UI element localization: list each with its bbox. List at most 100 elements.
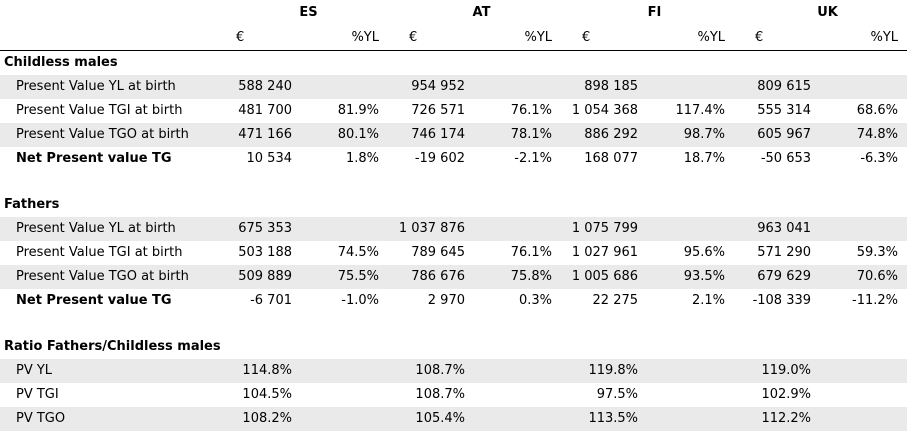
value-cell-euro: 119.0% — [741, 359, 818, 383]
value-cell-percent: 74.8% — [817, 123, 907, 147]
value-cell-percent: 70.6% — [817, 265, 907, 289]
value-cell-percent: 2.1% — [691, 293, 726, 308]
section-header-row: Childless males — [0, 51, 907, 76]
row-label: PV TGI — [16, 387, 59, 402]
unit-euro: € — [395, 26, 471, 51]
value-cell-euro: 168 077 — [584, 151, 639, 166]
value-cell-euro: 1 075 799 — [568, 217, 645, 241]
value-cell-euro: 726 571 — [411, 103, 465, 118]
value-cell-euro: 746 174 — [395, 123, 471, 147]
value-cell-euro: 471 166 — [222, 123, 298, 147]
value-cell-euro: 10 534 — [246, 151, 293, 166]
value-cell-percent: 78.1% — [471, 123, 569, 147]
value-cell-euro: 898 185 — [568, 75, 645, 99]
value-cell-percent — [471, 407, 569, 431]
section-title: Fathers — [4, 197, 60, 212]
section-title: Ratio Fathers/Childless males — [4, 339, 221, 354]
value-cell-percent — [644, 75, 742, 99]
value-cell-euro: 503 188 — [238, 245, 292, 260]
row-label: PV YL — [0, 359, 222, 383]
unit-header-row: € %YL € %YL € %YL € %YL — [0, 26, 907, 51]
value-cell-euro: 119.8% — [568, 359, 645, 383]
value-cell-euro: 679 629 — [741, 265, 818, 289]
value-cell-euro: 114.8% — [222, 359, 298, 383]
value-cell-percent: 59.3% — [856, 245, 899, 260]
unit-percent-yl: %YL — [644, 26, 742, 51]
unit-percent-yl: %YL — [298, 26, 395, 51]
value-cell-percent — [298, 383, 395, 407]
value-cell-percent — [644, 407, 742, 431]
value-cell-percent — [298, 407, 395, 431]
value-cell-percent: 0.3% — [518, 293, 553, 308]
value-cell-percent — [471, 359, 569, 383]
corner-cell — [0, 26, 222, 51]
value-cell-euro: 789 645 — [411, 245, 465, 260]
table-row: Net Present value TG -6 701 -1.0% 2 970 0.3%… — [0, 289, 907, 313]
table-row: PV TGI 104.5% 108.7% 97.5% 102.9% — [0, 383, 907, 407]
value-cell-percent: 75.5% — [298, 265, 395, 289]
value-cell-euro: -50 653 — [760, 151, 812, 166]
table-row: Present Value TGO at birth 509 889 75.5% 78… — [0, 265, 907, 289]
corner-cell — [0, 0, 222, 26]
value-cell-euro: 963 041 — [741, 217, 818, 241]
value-cell-euro: 105.4% — [395, 407, 471, 431]
value-cell-percent — [298, 75, 395, 99]
country-header-es: ES — [299, 5, 318, 20]
value-cell-euro: 97.5% — [596, 387, 639, 402]
value-cell-percent: 76.1% — [510, 103, 553, 118]
value-cell-euro: 113.5% — [568, 407, 645, 431]
value-cell-percent: 81.9% — [337, 103, 379, 118]
value-cell-percent — [471, 383, 568, 407]
value-cell-percent: 74.5% — [337, 245, 379, 260]
value-cell-euro: 22 275 — [592, 293, 639, 308]
value-cell-euro: 1 037 876 — [395, 217, 471, 241]
value-cell-percent — [817, 407, 907, 431]
value-cell-euro: 108.7% — [395, 359, 471, 383]
country-header-uk: UK — [817, 5, 838, 20]
row-label: PV TGO — [0, 407, 222, 431]
value-cell-euro: 509 889 — [222, 265, 298, 289]
table-row: Present Value YL at birth 588 240 954 952 8… — [0, 75, 907, 99]
value-cell-percent: 95.6% — [683, 245, 726, 260]
value-cell-percent — [644, 383, 741, 407]
value-cell-euro: 102.9% — [761, 387, 812, 402]
value-cell-percent — [471, 75, 569, 99]
value-cell-percent — [817, 383, 907, 407]
country-header-fi: FI — [647, 5, 662, 20]
value-cell-euro: 809 615 — [741, 75, 818, 99]
table-row: Present Value TGI at birth 503 188 74.5% 78… — [0, 241, 907, 265]
value-cell-euro: 786 676 — [395, 265, 471, 289]
value-cell-euro: 108.2% — [222, 407, 298, 431]
value-cell-euro: -108 339 — [752, 293, 812, 308]
value-cell-percent — [644, 217, 742, 241]
row-label: Present Value YL at birth — [0, 75, 222, 99]
table-row: Present Value YL at birth 675 353 1 037 87… — [0, 217, 907, 241]
value-cell-euro: 675 353 — [222, 217, 298, 241]
row-label: Present Value TGI at birth — [16, 103, 183, 118]
country-header-row: ES AT FI UK — [0, 0, 907, 26]
row-label: Present Value YL at birth — [0, 217, 222, 241]
table-row: Present Value TGO at birth 471 166 80.1% 74… — [0, 123, 907, 147]
unit-percent-yl: %YL — [817, 26, 907, 51]
value-cell-euro: 605 967 — [741, 123, 818, 147]
spacer-row — [0, 313, 907, 335]
value-cell-percent: 68.6% — [856, 103, 899, 118]
value-cell-euro: 104.5% — [242, 387, 292, 402]
value-cell-percent — [644, 359, 742, 383]
unit-percent-yl: %YL — [471, 26, 569, 51]
value-cell-euro: 1 005 686 — [568, 265, 645, 289]
section-header-row: Fathers — [0, 193, 907, 217]
section-header-row: Ratio Fathers/Childless males — [0, 335, 907, 359]
results-table: ES AT FI UK € %YL € %YL € %YL € %YL Chil… — [0, 0, 907, 431]
value-cell-percent: 76.1% — [510, 245, 553, 260]
spacer-cell — [0, 171, 907, 193]
table-row: PV YL 114.8% 108.7% 119.8% 119.0% — [0, 359, 907, 383]
table-row: PV TGO 108.2% 105.4% 113.5% 112.2% — [0, 407, 907, 431]
value-cell-percent — [298, 359, 395, 383]
value-cell-percent: -6.3% — [860, 151, 899, 166]
value-cell-percent: 1.8% — [345, 151, 379, 166]
value-cell-percent — [817, 217, 907, 241]
row-label: Present Value TGI at birth — [16, 245, 183, 260]
value-cell-euro: -19 602 — [414, 151, 465, 166]
value-cell-euro: -6 701 — [250, 293, 292, 308]
